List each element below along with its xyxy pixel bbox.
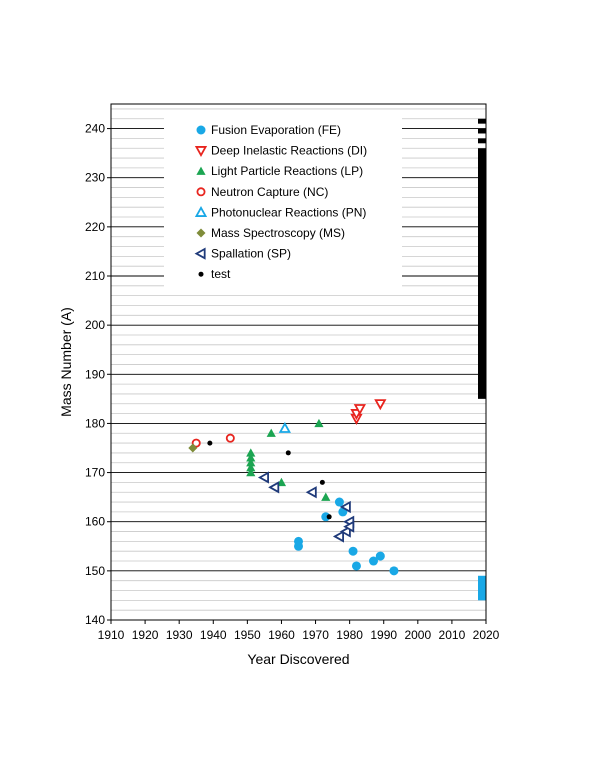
data-point xyxy=(343,520,355,533)
data-point xyxy=(294,541,303,551)
data-point xyxy=(321,512,331,522)
y-axis-ticks: 140 150 160 170 180 190 200 210 220 230 240 xyxy=(85,122,111,627)
y-tick-label: 230 xyxy=(85,171,105,185)
data-point xyxy=(353,404,366,416)
legend-marker xyxy=(196,187,206,197)
y-axis-title: Mass Number (A) xyxy=(58,307,74,417)
data-point xyxy=(278,421,291,433)
data-point xyxy=(314,418,324,428)
data-point xyxy=(321,492,331,501)
x-axis-ticks: 1910 1920 1930 1940 1950 1960 1970 1980 1990 2000… xyxy=(98,620,500,642)
data-point xyxy=(334,497,344,507)
data-point xyxy=(332,530,344,543)
legend-label: Neutron Capture (NC) xyxy=(211,185,328,199)
legend-marker xyxy=(194,146,208,158)
minor-grid xyxy=(111,108,486,611)
data-point xyxy=(326,514,332,520)
legend-label: test xyxy=(211,267,231,281)
data-point xyxy=(191,438,201,448)
y-tick-label: 170 xyxy=(85,466,105,480)
legend-label: Deep Inelastic Reactions (DI) xyxy=(211,144,367,158)
data-point xyxy=(319,479,325,485)
x-tick-label: 1960 xyxy=(268,628,295,642)
legend-label: Fusion Evaporation (FE) xyxy=(211,123,341,137)
data-point xyxy=(305,486,317,499)
data-point xyxy=(266,428,276,437)
y-tick-label: 190 xyxy=(85,367,105,381)
data-point xyxy=(188,443,198,453)
y-tick-label: 210 xyxy=(85,269,105,283)
y-tick-label: 220 xyxy=(85,220,105,234)
legend-label: Spallation (SP) xyxy=(211,247,291,261)
data-point xyxy=(246,463,256,472)
data-point xyxy=(268,481,280,494)
x-tick-label: 1990 xyxy=(370,628,397,642)
legend-marker xyxy=(194,247,206,260)
legend-label: Photonuclear Reactions (PN) xyxy=(211,205,366,219)
undiscovered-bar xyxy=(478,148,486,399)
undiscovered-bars xyxy=(478,118,486,601)
x-tick-label: 2010 xyxy=(439,628,466,642)
legend-label: Mass Spectroscopy (MS) xyxy=(211,226,345,240)
undiscovered-bar xyxy=(478,138,486,144)
legend-marker xyxy=(194,205,208,217)
data-point xyxy=(207,440,213,446)
data-point xyxy=(351,561,361,571)
data-point xyxy=(374,399,387,411)
data-point xyxy=(389,566,399,576)
undiscovered-bar xyxy=(478,118,486,124)
data-point xyxy=(246,453,256,462)
data-point xyxy=(225,433,235,443)
x-tick-label: 1930 xyxy=(166,628,193,642)
data-point xyxy=(339,500,351,514)
legend-marker xyxy=(196,125,206,135)
x-tick-label: 1950 xyxy=(234,628,261,642)
legend: Fusion Evaporation (FE) Deep Inelastic Re… xyxy=(164,113,402,291)
legend-label: Light Particle Reactions (LP) xyxy=(211,164,363,178)
x-tick-label: 1920 xyxy=(132,628,159,642)
legend-marker xyxy=(196,166,206,175)
legend-background xyxy=(164,113,402,291)
plot-frame xyxy=(110,103,487,621)
undiscovered-bar xyxy=(478,128,486,134)
data-point xyxy=(246,458,256,467)
y-tick-label: 180 xyxy=(85,416,105,430)
x-tick-label: 2020 xyxy=(473,628,500,642)
data-point xyxy=(246,467,256,477)
x-tick-label: 1940 xyxy=(200,628,227,642)
x-tick-label: 2000 xyxy=(404,628,431,642)
x-tick-label: 1910 xyxy=(98,628,125,642)
y-tick-label: 160 xyxy=(85,515,105,529)
data-point xyxy=(369,556,378,566)
undiscovered-bar xyxy=(478,575,486,601)
y-tick-label: 140 xyxy=(85,613,105,627)
y-tick-label: 150 xyxy=(85,564,105,578)
x-tick-label: 1970 xyxy=(302,628,329,642)
legend-marker xyxy=(196,228,206,238)
y-tick-label: 200 xyxy=(85,318,105,332)
y-tick-label: 240 xyxy=(85,122,105,136)
data-point xyxy=(348,546,358,556)
data-points xyxy=(188,399,399,576)
legend-marker xyxy=(198,271,204,277)
data-point xyxy=(285,450,291,456)
data-point xyxy=(339,525,351,538)
x-tick-label: 1980 xyxy=(336,628,363,642)
data-point xyxy=(257,471,269,484)
data-point xyxy=(375,551,385,561)
x-axis-title: Year Discovered xyxy=(247,651,349,667)
data-point xyxy=(246,448,256,457)
